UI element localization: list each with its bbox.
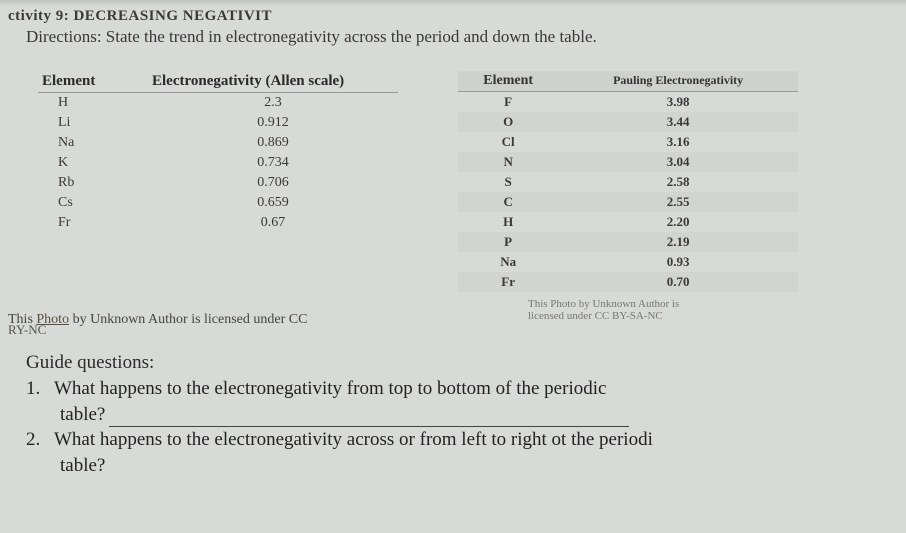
table-row: Na0.93 xyxy=(458,252,798,272)
question-2: 2.What happens to the electronegativity … xyxy=(26,427,886,453)
table-row: H2.3 xyxy=(38,93,398,114)
tables-container: Element Electronegativity (Allen scale) … xyxy=(38,71,886,292)
allen-header-element: Element xyxy=(38,71,148,93)
table-row: O3.44 xyxy=(458,112,798,132)
table-row: S2.58 xyxy=(458,172,798,192)
question-1-cont: table? xyxy=(60,402,886,428)
activity-title: ctivity 9: DECREASING NEGATIVIT xyxy=(8,8,886,25)
pauling-header-value: Pauling Electronegativity xyxy=(558,71,798,92)
allen-header-value: Electronegativity (Allen scale) xyxy=(148,71,398,93)
question-1: 1.What happens to the electronegativity … xyxy=(26,376,886,402)
question-2-cont: table? xyxy=(60,453,886,479)
table-row: F3.98 xyxy=(458,92,798,113)
table-row: Na0.869 xyxy=(38,133,398,153)
table-row: N3.04 xyxy=(458,152,798,172)
table-row: C2.55 xyxy=(458,192,798,212)
table-row: P2.19 xyxy=(458,232,798,252)
directions-text: Directions: State the trend in electrone… xyxy=(26,27,886,47)
table-row: K0.734 xyxy=(38,153,398,173)
table-row: Fr0.70 xyxy=(458,272,798,292)
table-row: Cl3.16 xyxy=(458,132,798,152)
table-row: Cs0.659 xyxy=(38,193,398,213)
table-row: H2.20 xyxy=(458,212,798,232)
pauling-header-element: Element xyxy=(458,71,558,92)
table-row: Rb0.706 xyxy=(38,173,398,193)
table-row: Li0.912 xyxy=(38,113,398,133)
table-row: Fr0.67 xyxy=(38,213,398,233)
guide-heading: Guide questions: xyxy=(26,352,886,374)
photo-credit-right: This Photo by Unknown Author is licensed… xyxy=(528,298,886,322)
allen-table: Element Electronegativity (Allen scale) … xyxy=(38,71,398,292)
pauling-table: Element Pauling Electronegativity F3.98 … xyxy=(458,71,798,292)
